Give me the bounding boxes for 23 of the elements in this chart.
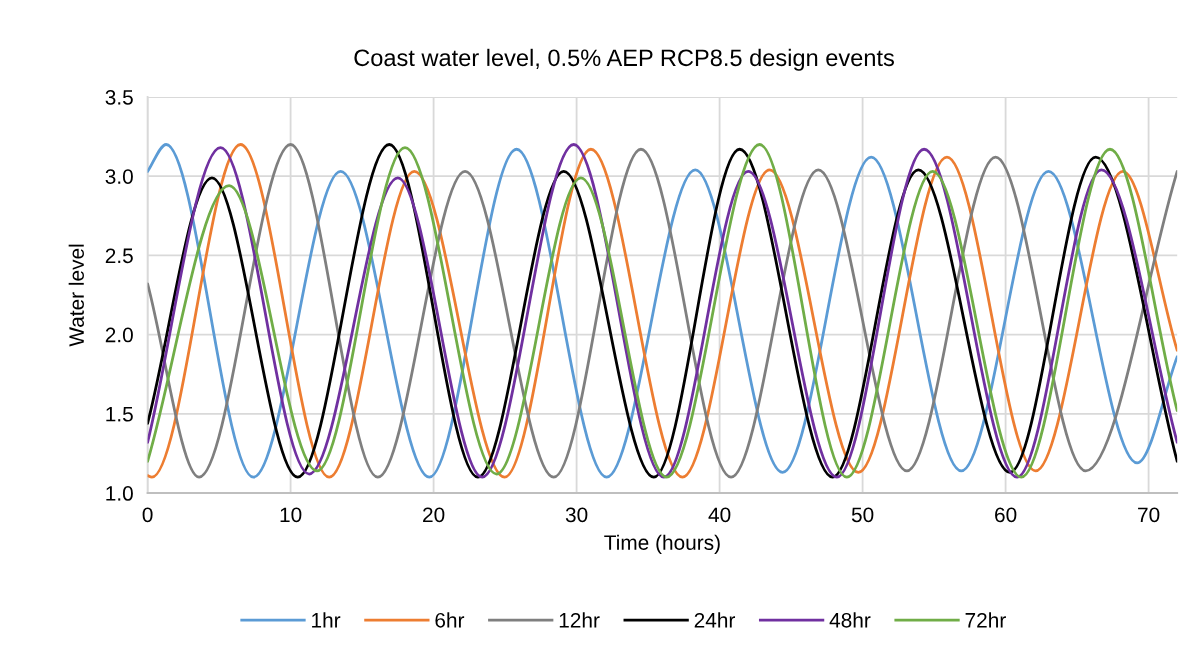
legend-label: 24hr — [694, 612, 736, 628]
x-tick-label: 20 — [423, 507, 445, 523]
legend-label: 1hr — [312, 612, 341, 628]
x-tick-label: 40 — [708, 507, 731, 523]
y-axis-title: Water level — [68, 244, 84, 347]
chart-title: Coast water level, 0.5% AEP RCP8.5 design events — [354, 48, 894, 71]
y-tick-label: 3.0 — [105, 169, 133, 184]
x-tick-label: 50 — [851, 507, 874, 523]
legend-label: 6hr — [435, 612, 465, 628]
y-tick-label: 1.5 — [106, 407, 133, 422]
y-tick-label: 3.5 — [105, 89, 133, 105]
x-tick-label: 30 — [565, 507, 588, 523]
y-tick-label: 2.0 — [105, 327, 133, 343]
x-axis-title: Time (hours) — [604, 534, 720, 555]
legend-label: 12hr — [559, 612, 600, 628]
y-tick-label: 2.5 — [105, 248, 133, 264]
x-tick-label: 60 — [995, 507, 1017, 523]
x-tick-label: 10 — [280, 507, 302, 523]
x-tick-label: 70 — [1138, 507, 1160, 523]
y-tick-label: 1.0 — [106, 486, 133, 501]
x-tick-label: 0 — [142, 507, 153, 523]
legend-label: 48hr — [829, 612, 871, 628]
legend-label: 72hr — [965, 612, 1006, 628]
